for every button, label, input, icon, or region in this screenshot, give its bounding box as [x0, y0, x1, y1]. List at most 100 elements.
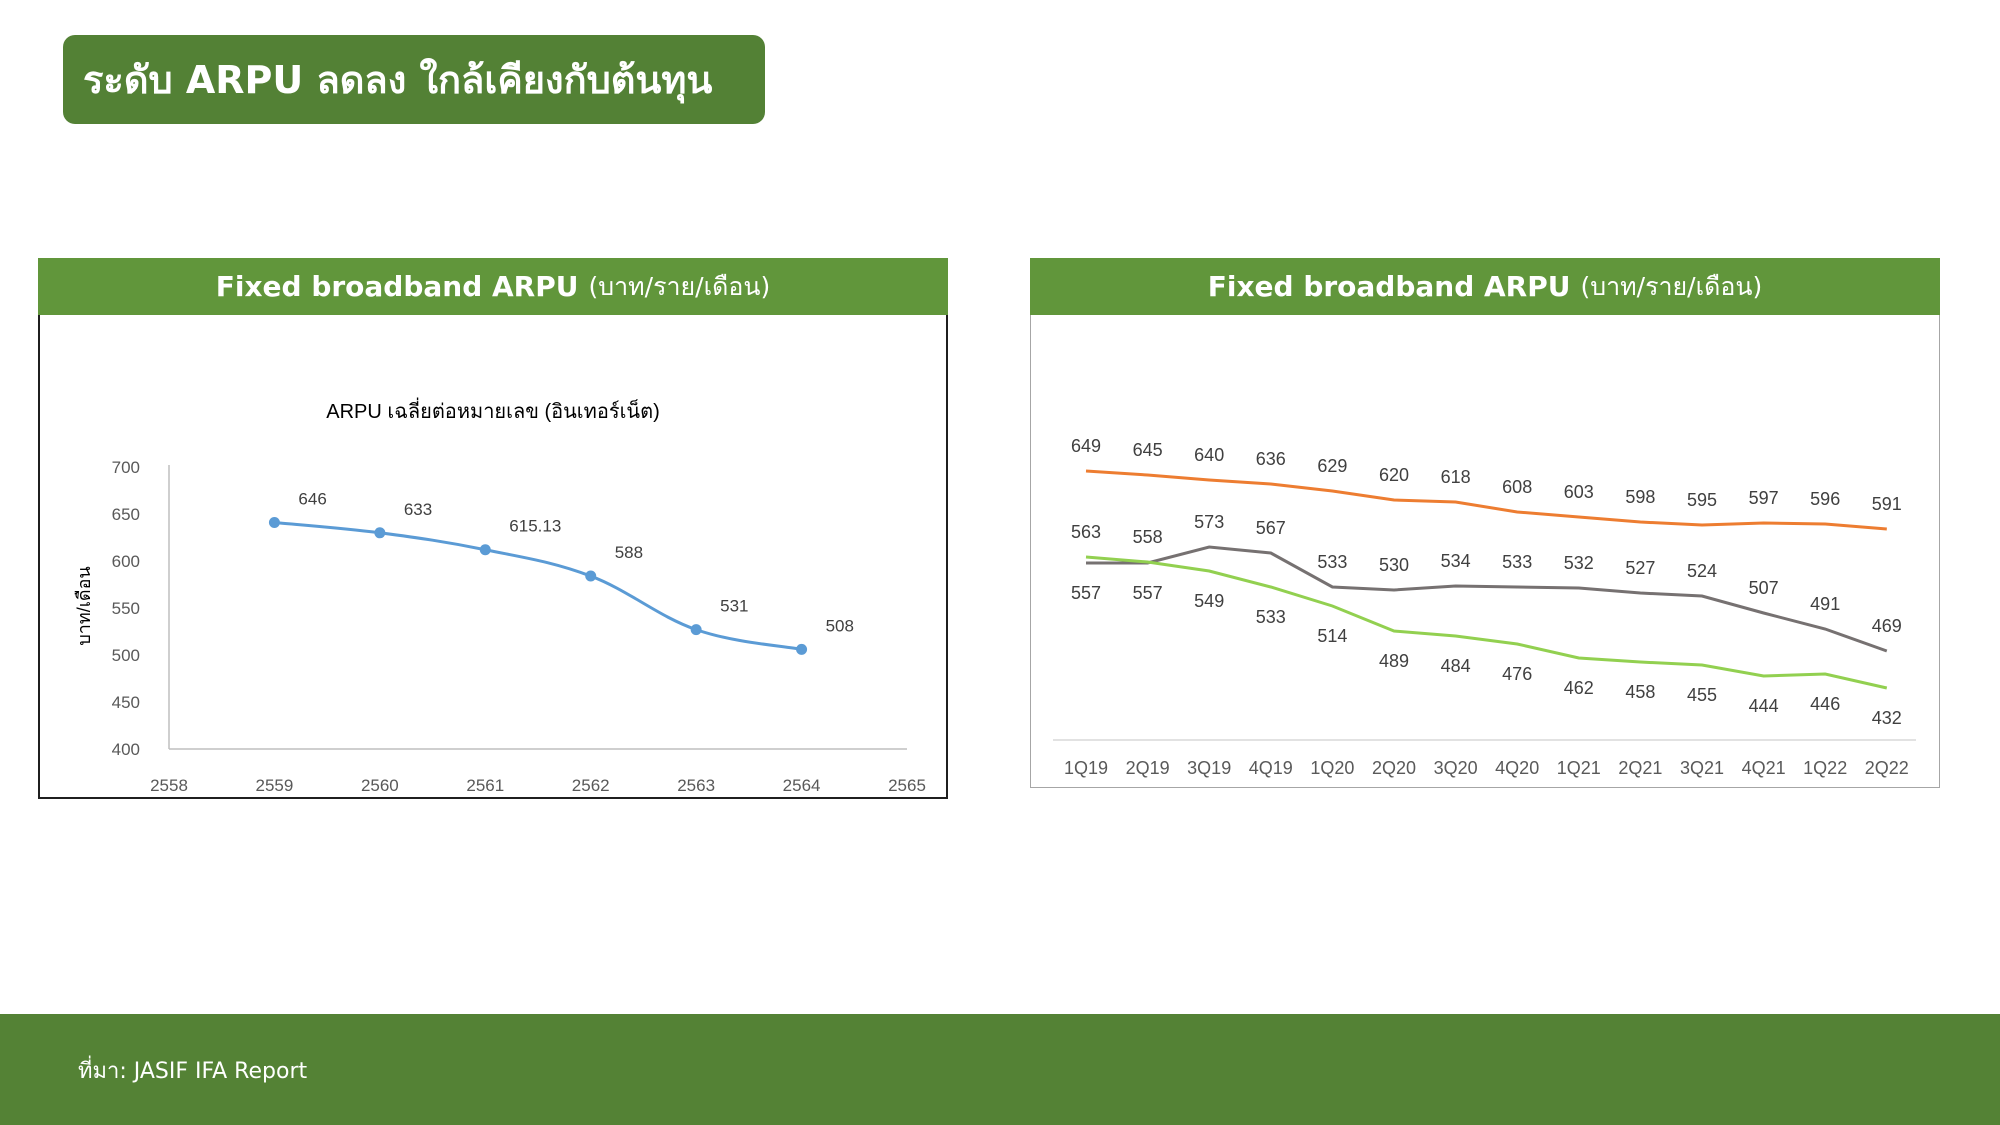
data-label-ais: 533 — [1256, 607, 1286, 627]
page-title-text: ระดับ ARPU ลดลง ใกล้เคียงกับต้นทุน — [83, 58, 713, 102]
panel-header: Fixed broadband ARPU (บาท/ราย/เดือน) — [38, 258, 948, 315]
panel-header-en: Fixed broadband ARPU — [1207, 270, 1571, 303]
data-label-ais: 514 — [1317, 626, 1347, 646]
series-line — [274, 520, 802, 651]
data-label-jas: 608 — [1502, 477, 1532, 497]
x-tick-label: 2565 — [888, 776, 926, 795]
series-line-true — [1086, 545, 1888, 653]
data-label-true: 532 — [1564, 553, 1594, 573]
data-label: 588 — [615, 543, 643, 562]
data-label-true: 491 — [1810, 594, 1840, 614]
x-tick-label: 2562 — [572, 776, 610, 795]
data-label-ais: 455 — [1687, 685, 1717, 705]
data-label-jas: 649 — [1071, 436, 1101, 456]
data-label-jas: 598 — [1625, 487, 1655, 507]
data-label-ais: 446 — [1810, 694, 1840, 714]
data-label: 508 — [826, 616, 854, 635]
data-label-ais: 432 — [1872, 708, 1902, 728]
data-point — [479, 544, 491, 556]
arpu-quarterly-chart: 1Q19 2Q19 3Q19 4Q19 1Q20 2Q20 3Q20 4Q20 1Q21 2Q21… — [1053, 436, 1916, 778]
data-label-true: 530 — [1379, 555, 1409, 575]
x-tick-label: 2563 — [677, 776, 715, 795]
x-tick-label: 2560 — [361, 776, 399, 795]
data-label-jas: 636 — [1256, 449, 1286, 469]
x-tick-label: 2564 — [783, 776, 821, 795]
data-label-true: 557 — [1133, 583, 1163, 603]
data-label-true: 527 — [1625, 558, 1655, 578]
arpu-quarterly-panel: Fixed broadband ARPU (บาท/ราย/เดือน) 1Q1… — [1030, 258, 1940, 788]
series-line-jas — [1085, 469, 1887, 531]
data-label-jas: 640 — [1194, 445, 1224, 465]
data-label-ais: 462 — [1564, 678, 1594, 698]
data-label-true: 533 — [1317, 552, 1347, 572]
data-label-jas: 597 — [1749, 488, 1779, 508]
footer-bar: ที่มา: JASIF IFA Report — [0, 1014, 2000, 1125]
x-tick-label: 1Q21 — [1557, 758, 1601, 778]
data-label-ais: 549 — [1194, 591, 1224, 611]
data-label-ais: 476 — [1502, 664, 1532, 684]
data-label-true: 524 — [1687, 561, 1717, 581]
page-title: ระดับ ARPU ลดลง ใกล้เคียงกับต้นทุน — [63, 35, 765, 124]
data-label-true: 573 — [1194, 512, 1224, 532]
data-label-ais: 563 — [1071, 522, 1101, 542]
data-label-jas: 595 — [1687, 490, 1717, 510]
data-label-true: 534 — [1441, 551, 1471, 571]
data-point — [268, 516, 280, 528]
data-label-ais: 489 — [1379, 651, 1409, 671]
x-tick-label: 2Q21 — [1618, 758, 1662, 778]
data-label-jas: 591 — [1872, 494, 1902, 514]
y-tick-label: 700 — [112, 458, 140, 477]
data-label-true: 557 — [1071, 583, 1101, 603]
x-tick-label: 1Q22 — [1803, 758, 1847, 778]
x-tick-label: 1Q19 — [1064, 758, 1108, 778]
chart-title: ARPU เฉลี่ยต่อหมายเลข (อินเทอร์เน็ต) — [326, 397, 659, 423]
x-tick-label: 3Q19 — [1187, 758, 1231, 778]
source-note: ที่มา: JASIF IFA Report — [78, 1059, 308, 1084]
panel-header-th: (บาท/ราย/เดือน) — [588, 271, 771, 301]
panel-header-en: Fixed broadband ARPU — [215, 270, 579, 303]
data-label-true: 469 — [1872, 616, 1902, 636]
y-tick-label: 600 — [112, 552, 140, 571]
x-tick-label: 2561 — [466, 776, 504, 795]
data-point — [585, 570, 597, 582]
x-tick-label: 2Q19 — [1126, 758, 1170, 778]
panel-header-th: (บาท/ราย/เดือน) — [1580, 271, 1763, 301]
data-label-ais: 558 — [1133, 527, 1163, 547]
data-label-jas: 620 — [1379, 465, 1409, 485]
x-tick-label: 2Q22 — [1865, 758, 1909, 778]
data-label-true: 567 — [1256, 518, 1286, 538]
data-label-ais: 458 — [1625, 682, 1655, 702]
x-tick-label: 2Q20 — [1372, 758, 1416, 778]
data-label-jas: 603 — [1564, 482, 1594, 502]
x-tick-label: 3Q21 — [1680, 758, 1724, 778]
data-label-true: 507 — [1749, 578, 1779, 598]
chart-area: 1Q19 2Q19 3Q19 4Q19 1Q20 2Q20 3Q20 4Q20 1Q21 2Q21… — [1030, 315, 1940, 788]
y-tick-label: 550 — [112, 599, 140, 618]
x-tick-label: 4Q19 — [1249, 758, 1293, 778]
x-tick-label: 3Q20 — [1434, 758, 1478, 778]
data-label: 531 — [720, 597, 748, 616]
data-label-true: 533 — [1502, 552, 1532, 572]
data-label-ais: 484 — [1441, 656, 1471, 676]
x-tick-label: 2559 — [256, 776, 294, 795]
y-tick-label: 650 — [112, 505, 140, 524]
y-tick-label: 400 — [112, 740, 140, 759]
y-tick-label: 500 — [112, 646, 140, 665]
x-tick-label: 4Q20 — [1495, 758, 1539, 778]
x-tick-label: 1Q20 — [1310, 758, 1354, 778]
data-label-jas: 596 — [1810, 489, 1840, 509]
x-tick-label: 2558 — [150, 776, 188, 795]
x-tick-label: 4Q21 — [1742, 758, 1786, 778]
series-line-ais — [1085, 555, 1888, 690]
arpu-yearly-chart: ARPU เฉลี่ยต่อหมายเลข (อินเทอร์เน็ต) 400 4… — [74, 397, 926, 795]
y-tick-label: 450 — [112, 693, 140, 712]
data-label-jas: 618 — [1441, 467, 1471, 487]
data-point — [796, 643, 808, 655]
data-point — [374, 527, 386, 539]
data-label-ais: 444 — [1749, 696, 1779, 716]
panel-header: Fixed broadband ARPU (บาท/ราย/เดือน) — [1030, 258, 1940, 315]
chart-area: ARPU เฉลี่ยต่อหมายเลข (อินเทอร์เน็ต) 400 4… — [38, 315, 948, 799]
data-label: 633 — [404, 500, 432, 519]
data-label-jas: 629 — [1317, 456, 1347, 476]
data-label-jas: 645 — [1133, 440, 1163, 460]
